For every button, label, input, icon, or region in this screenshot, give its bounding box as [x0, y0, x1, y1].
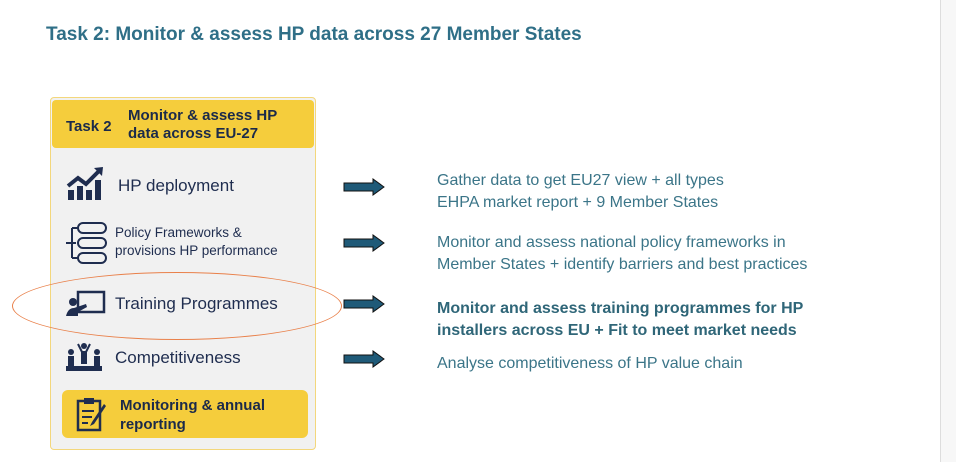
- highlight-ellipse: [12, 272, 342, 340]
- arrow-right-icon: [343, 350, 385, 368]
- description-hp-deployment: Gather data to get EU27 view + all types…: [437, 172, 724, 211]
- scroll-area: [941, 0, 956, 462]
- description-training: Monitor and assess training programmes f…: [437, 300, 804, 339]
- description-competitiveness: Analyse competitiveness of HP value chai…: [437, 355, 743, 372]
- item-label: HP deployment: [118, 176, 234, 195]
- podium-people-icon: [66, 343, 102, 371]
- clipboard-pen-icon: [76, 398, 106, 432]
- hierarchy-list-icon: [66, 222, 107, 264]
- arrow-right-icon: [343, 178, 385, 196]
- task-header-text: Monitor & assess HP data across EU-27: [128, 107, 277, 142]
- task-number: Task 2: [66, 118, 112, 135]
- footer-label: Monitoring & annual reporting: [120, 397, 265, 433]
- divider: [940, 0, 941, 462]
- arrow-right-icon: [343, 234, 385, 252]
- monitoring-reporting-box: Monitoring & annual reporting: [62, 390, 308, 438]
- item-label: Competitiveness: [115, 348, 241, 367]
- item-label: Policy Frameworks & provisions HP perfor…: [115, 225, 278, 258]
- description-policy: Monitor and assess national policy frame…: [437, 234, 808, 273]
- chart-growth-icon: [66, 167, 103, 200]
- slide-title: Task 2: Monitor & assess HP data across …: [46, 24, 582, 45]
- task-header: Task 2 Monitor & assess HP data across E…: [52, 100, 314, 148]
- arrow-right-icon: [343, 295, 385, 313]
